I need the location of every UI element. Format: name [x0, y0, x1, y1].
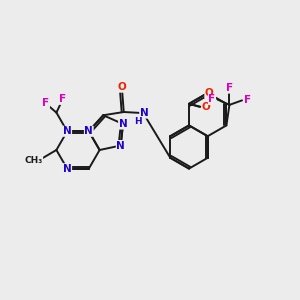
Text: O: O [118, 82, 127, 92]
Text: F: F [208, 94, 216, 104]
Text: N: N [140, 108, 148, 118]
Text: O: O [205, 88, 214, 98]
Text: O: O [202, 102, 211, 112]
Text: CH₃: CH₃ [24, 156, 43, 165]
Text: N: N [63, 126, 72, 136]
Text: N: N [84, 126, 93, 136]
Text: F: F [59, 94, 67, 104]
Text: N: N [116, 140, 125, 151]
Text: F: F [42, 98, 50, 108]
Text: N: N [63, 164, 72, 174]
Text: F: F [244, 95, 251, 105]
Text: F: F [226, 83, 233, 93]
Text: H: H [134, 117, 142, 126]
Text: N: N [118, 119, 127, 129]
